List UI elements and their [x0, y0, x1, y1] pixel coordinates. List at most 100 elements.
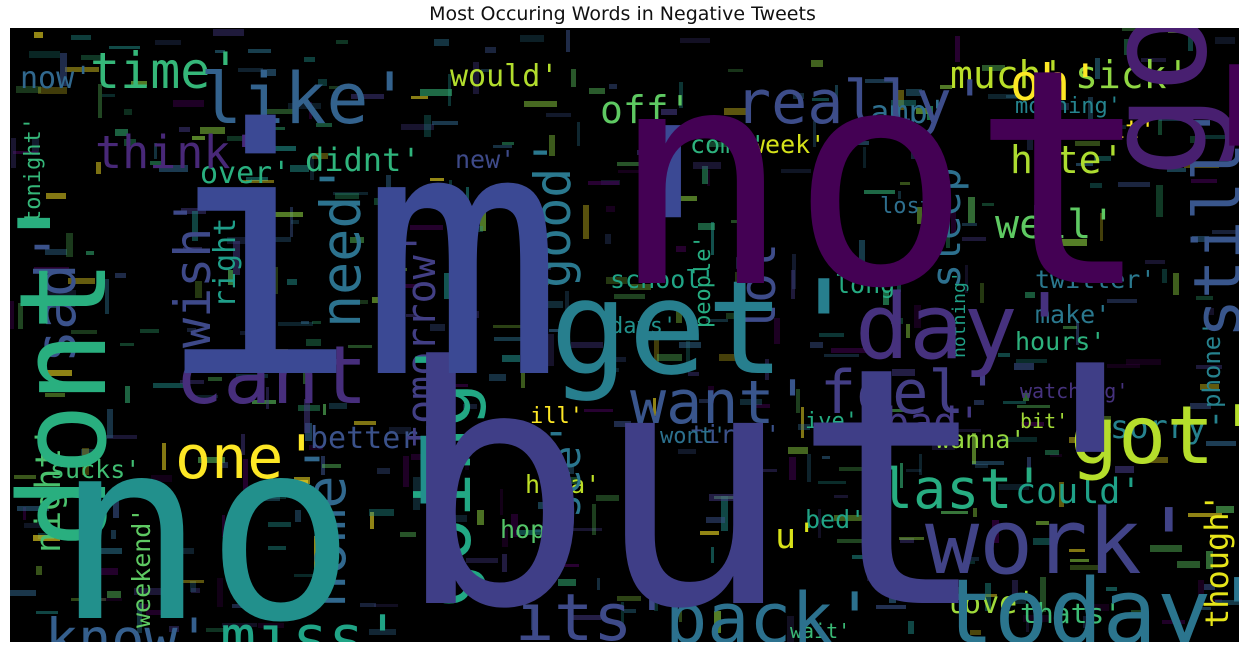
filler-texture [1150, 545, 1182, 552]
filler-texture [907, 139, 931, 146]
word-bit: bit' [1020, 409, 1068, 433]
filler-texture [706, 517, 725, 523]
filler-texture [354, 421, 376, 425]
filler-texture [899, 537, 924, 540]
word-work: work' [925, 490, 1196, 595]
filler-texture [534, 529, 569, 532]
word-cloud: little' working' tonight' people' watching' n… [10, 28, 1239, 642]
filler-texture [293, 360, 310, 363]
filler-texture [329, 86, 348, 89]
filler-texture [125, 386, 130, 403]
word-much: much' [950, 53, 1064, 97]
filler-texture [1212, 230, 1239, 234]
word-hate: hate' [1010, 138, 1124, 182]
filler-texture [614, 294, 645, 299]
filler-texture [831, 348, 866, 353]
filler-texture [348, 345, 372, 348]
filler-texture [618, 170, 644, 173]
filler-texture [430, 324, 445, 331]
filler-texture [621, 602, 624, 627]
filler-texture [982, 203, 994, 206]
filler-texture [688, 372, 699, 376]
filler-texture [765, 359, 769, 380]
word-feel: feel' [820, 358, 1001, 428]
filler-texture [489, 374, 506, 381]
filler-texture [206, 628, 227, 632]
filler-texture [255, 349, 288, 354]
filler-texture [807, 454, 811, 482]
filler-texture [537, 264, 540, 272]
filler-texture [268, 522, 291, 527]
filler-texture [1159, 116, 1186, 121]
filler-texture [268, 212, 303, 217]
filler-texture [115, 129, 128, 136]
filler-texture [82, 448, 89, 475]
filler-texture [32, 139, 39, 155]
filler-texture [1075, 141, 1100, 146]
filler-texture [1168, 29, 1184, 33]
filler-texture [225, 531, 234, 535]
filler-texture [272, 267, 278, 294]
filler-texture [481, 69, 492, 72]
filler-texture [962, 237, 986, 241]
filler-texture [208, 377, 222, 381]
word-nothing: nothing' [949, 271, 970, 358]
word-really: really' [735, 68, 988, 138]
filler-texture [1184, 164, 1219, 168]
filler-texture [812, 98, 829, 101]
filler-texture [227, 136, 259, 141]
filler-texture [65, 67, 99, 72]
filler-texture [1206, 308, 1214, 315]
filler-texture [1102, 416, 1111, 423]
filler-texture [124, 139, 136, 146]
filler-texture [965, 561, 975, 564]
filler-texture [992, 520, 999, 543]
filler-texture [1122, 28, 1146, 31]
word-morning: morning' [1015, 94, 1121, 119]
filler-texture [303, 358, 308, 384]
filler-texture [1016, 359, 1047, 363]
filler-texture [134, 588, 166, 595]
filler-texture [264, 237, 291, 242]
filler-texture [914, 305, 921, 328]
filler-texture [220, 462, 228, 468]
filler-texture [493, 145, 512, 148]
filler-texture [859, 240, 865, 272]
filler-texture [1021, 422, 1044, 426]
filler-texture [791, 270, 795, 299]
filler-texture [982, 65, 1005, 71]
filler-texture [434, 39, 449, 46]
filler-texture [401, 124, 434, 130]
filler-texture [107, 591, 121, 598]
word-it: it' [1110, 115, 1155, 144]
filler-texture [1012, 580, 1018, 597]
filler-texture [1090, 183, 1102, 188]
filler-texture [90, 598, 122, 601]
word-days: days' [610, 314, 676, 339]
filler-texture [228, 270, 233, 285]
filler-texture [1050, 454, 1062, 457]
filler-texture [693, 162, 721, 169]
filler-texture [351, 94, 384, 99]
filler-texture [403, 456, 409, 487]
filler-texture [972, 461, 1004, 465]
filler-texture [874, 503, 877, 512]
filler-texture [466, 187, 469, 221]
filler-texture [179, 127, 190, 132]
filler-texture [321, 456, 325, 475]
filler-texture [788, 447, 808, 454]
filler-texture [1025, 292, 1035, 298]
word-twitter: twitter' [1035, 265, 1155, 294]
filler-texture [463, 404, 477, 409]
filler-texture [811, 60, 823, 67]
filler-texture [940, 85, 952, 89]
filler-texture [318, 79, 327, 86]
filler-texture [154, 488, 159, 505]
filler-texture [637, 150, 671, 155]
filler-texture [287, 279, 297, 285]
filler-texture [1215, 37, 1235, 44]
filler-texture [927, 106, 933, 120]
filler-texture [624, 609, 636, 613]
word-right: right' [208, 200, 243, 308]
word-ill: ill' [530, 404, 583, 429]
